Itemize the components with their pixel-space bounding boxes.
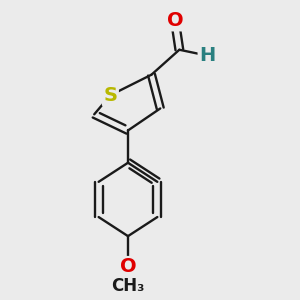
Text: O: O	[120, 257, 136, 277]
Text: S: S	[103, 86, 117, 105]
Text: O: O	[167, 11, 183, 30]
Text: CH₃: CH₃	[111, 277, 145, 295]
Text: H: H	[199, 46, 215, 65]
